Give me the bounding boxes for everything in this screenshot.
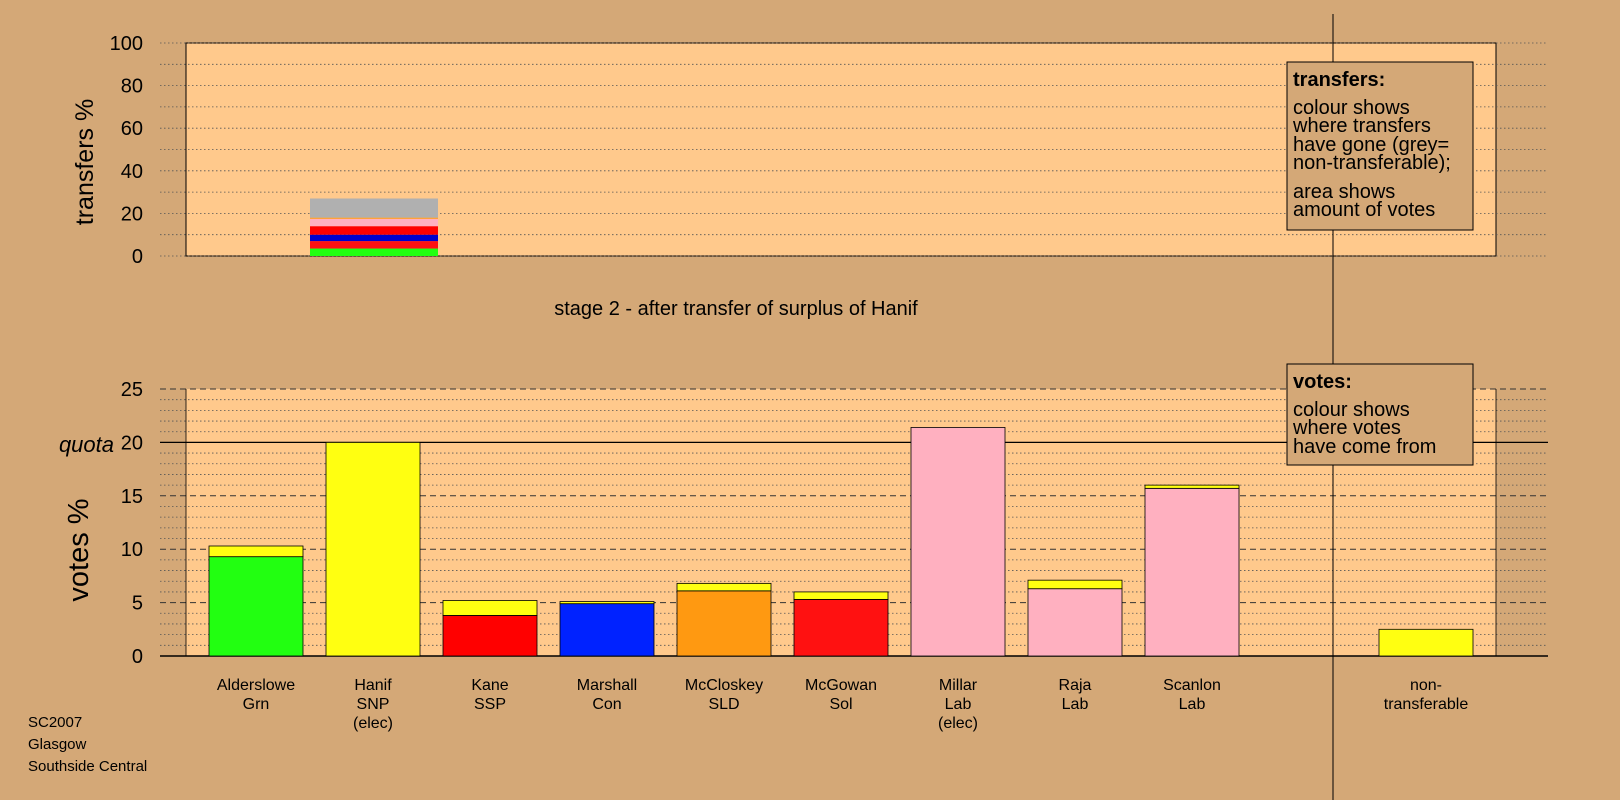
vote-segment-snp: [442, 600, 538, 616]
y-tick-label: 10: [121, 539, 143, 561]
transfers-y-axis-label: transfers %: [71, 99, 99, 225]
vote-segment-snp: [559, 601, 655, 605]
vote-segment-grn: [208, 556, 304, 657]
category-label: (elec): [353, 715, 393, 732]
y-tick-label: 15: [121, 486, 143, 508]
votes-legend-box: [1286, 363, 1474, 466]
vote-segment-ssp: [442, 615, 538, 657]
y-tick-label: 20: [121, 432, 143, 454]
transfers-panel: 0 20 40 60 80 100 transfers %: [71, 33, 1548, 268]
vote-segment-snp: [793, 591, 889, 600]
y-tick-label: 0: [132, 646, 143, 668]
election-code: SC2007: [28, 714, 83, 731]
transfer-segment-non-transferable: [310, 198, 438, 218]
category-label: Alderslowe: [217, 677, 295, 694]
category-label: non-: [1410, 677, 1442, 694]
votes-y-ticks: 0 5 10 15 20 25: [121, 379, 143, 668]
category-label: Lab: [1062, 696, 1089, 713]
y-tick-label: 60: [121, 118, 143, 140]
category-label: Lab: [945, 696, 972, 713]
votes-y-axis-label: votes %: [63, 498, 95, 601]
transfers-legend-line: colour shows: [1293, 97, 1410, 119]
transfers-legend-title: transfers:: [1293, 69, 1385, 91]
votes-bars: [208, 427, 1474, 657]
y-tick-label: 5: [132, 593, 143, 615]
votes-legend-title: votes:: [1293, 371, 1352, 393]
y-tick-label: 20: [121, 203, 143, 225]
vote-segment-snp: [1378, 628, 1474, 657]
vote-segment-snp: [325, 441, 421, 657]
vote-segment-lab: [910, 427, 1006, 657]
transfers-legend-line: non-transferable);: [1293, 152, 1451, 174]
vote-segment-sld: [676, 590, 772, 657]
transfer-segment-ssp: [310, 226, 438, 235]
quota-label: quota: [59, 432, 114, 457]
constituency-name: Southside Central: [28, 758, 148, 775]
category-label: Kane: [471, 677, 508, 694]
category-label: Scanlon: [1163, 677, 1221, 694]
category-label: Con: [592, 696, 621, 713]
transfer-segment-con: [310, 234, 438, 242]
vote-segment-sol: [793, 598, 889, 657]
votes-panel: 0 5 10 15 20 25 Alderslowe Grn Hanif SNP (elec) Ka…: [59, 379, 1548, 732]
constituency-info: SC2007 Glasgow Southside Central: [28, 712, 147, 778]
region-name: Glasgow: [28, 736, 87, 753]
vote-segment-lab: [1144, 487, 1240, 657]
votes-category-labels: Alderslowe Grn Hanif SNP (elec) Kane SSP Marsha…: [217, 677, 1468, 732]
transfer-segment-sld: [310, 217, 438, 219]
category-label: McGowan: [805, 677, 877, 694]
transfers-legend-line: where transfers: [1292, 115, 1431, 137]
votes-legend: votes: colour shows where votes have com…: [1286, 363, 1474, 466]
vote-segment-snp: [1144, 484, 1240, 489]
category-label: SSP: [474, 696, 506, 713]
transfers-legend: transfers: colour shows where transfers …: [1286, 61, 1474, 231]
stage-caption: stage 2 - after transfer of surplus of H…: [554, 298, 918, 320]
category-label: SNP: [357, 696, 390, 713]
category-label: Raja: [1059, 677, 1092, 694]
vote-segment-snp: [208, 545, 304, 558]
category-label: Marshall: [577, 677, 637, 694]
vote-segment-lab: [1027, 588, 1123, 657]
transfers-legend-line: area shows: [1293, 181, 1395, 203]
category-label: Sol: [829, 696, 852, 713]
category-label: transferable: [1384, 696, 1469, 713]
votes-legend-line: where votes: [1292, 417, 1401, 439]
y-tick-label: 40: [121, 161, 143, 183]
category-label: Hanif: [354, 677, 392, 694]
vote-segment-snp: [676, 582, 772, 592]
vote-segment-snp: [1027, 579, 1123, 590]
transfer-segment-sol: [310, 241, 438, 249]
transfers-legend-line: have gone (grey=: [1293, 134, 1449, 156]
transfers-y-ticks: 0 20 40 60 80 100: [110, 33, 143, 268]
category-label: McCloskey: [685, 677, 763, 694]
y-tick-label: 0: [132, 246, 143, 268]
category-label: Lab: [1179, 696, 1206, 713]
votes-legend-line: colour shows: [1293, 399, 1410, 421]
y-tick-label: 25: [121, 379, 143, 401]
vote-segment-con: [559, 603, 655, 657]
transfers-legend-line: amount of votes: [1293, 199, 1435, 221]
votes-legend-line: have come from: [1293, 436, 1436, 458]
y-tick-label: 100: [110, 33, 143, 55]
category-label: Grn: [243, 696, 270, 713]
category-label: SLD: [708, 696, 739, 713]
transfer-segment-grn: [310, 248, 438, 256]
y-tick-label: 80: [121, 76, 143, 98]
category-label: Millar: [939, 677, 978, 694]
transfers-legend-box: [1286, 61, 1474, 231]
category-label: (elec): [938, 715, 978, 732]
transfer-segment-lab: [310, 218, 438, 227]
transfers-bars: [310, 198, 438, 256]
